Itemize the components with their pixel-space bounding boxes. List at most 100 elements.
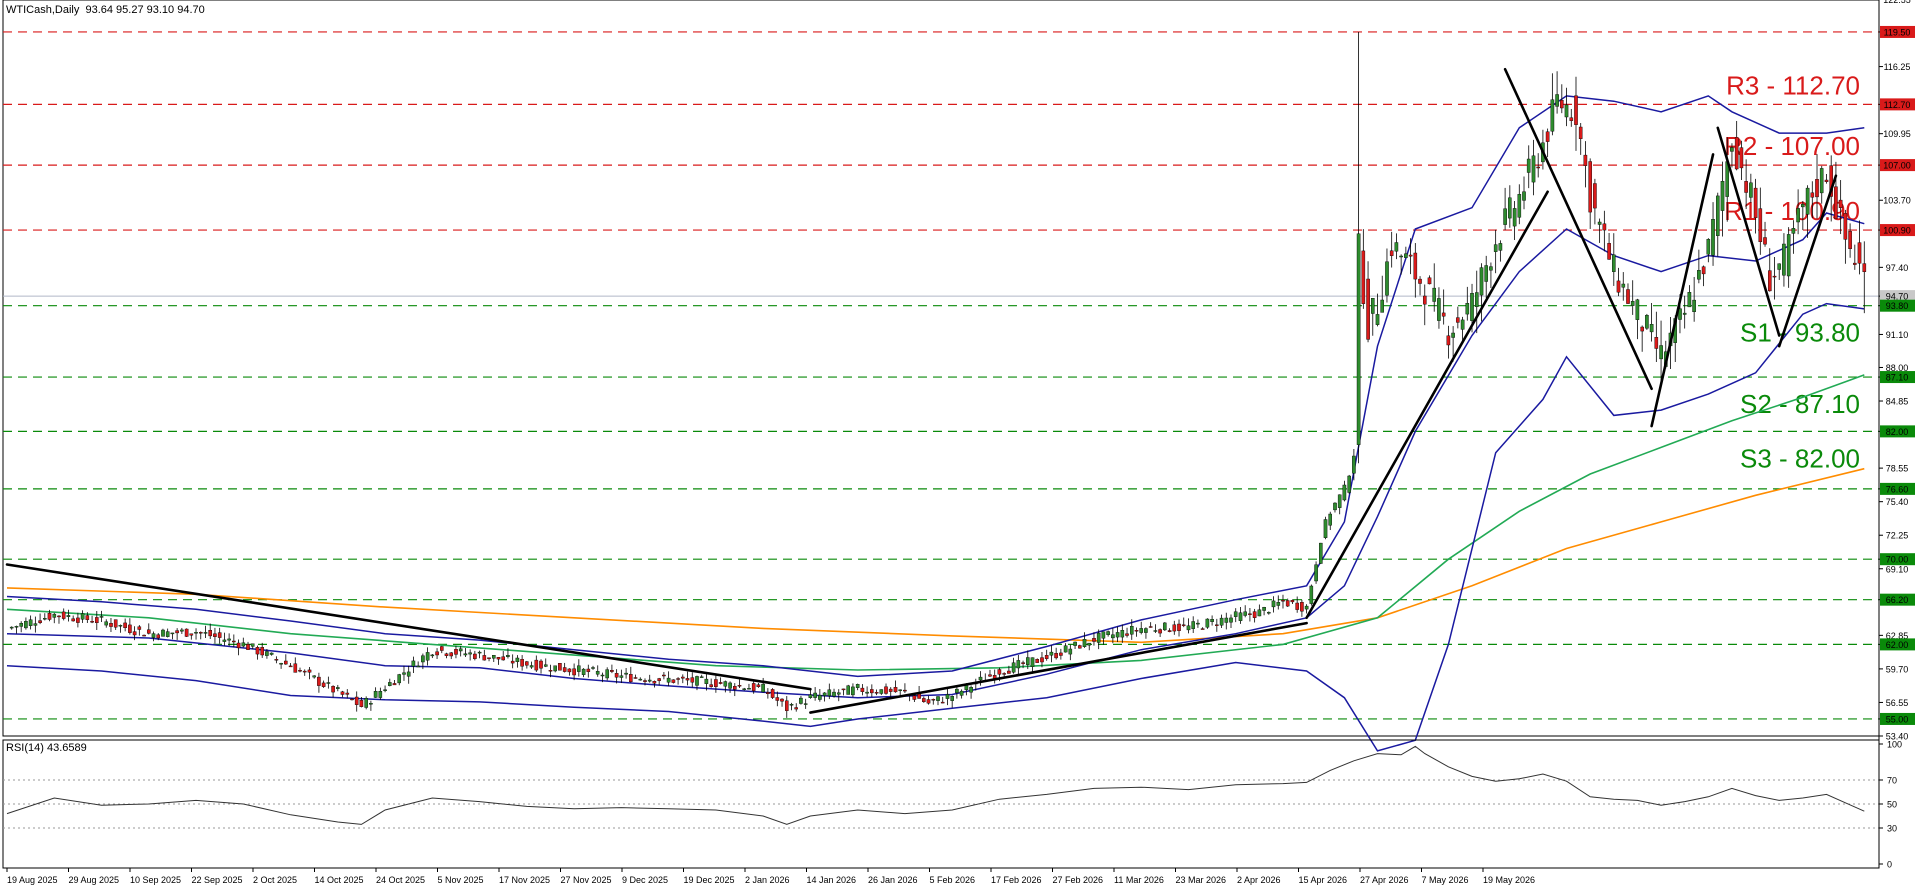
candle [1824,174,1829,184]
candle [80,610,85,623]
candle-body [1711,218,1715,256]
candle-body [638,678,643,681]
candle [567,668,572,676]
time-tick-label: 22 Sep 2025 [192,875,243,885]
candle [189,633,194,640]
candle [652,680,657,688]
candle [1611,233,1616,286]
candle-body [898,689,902,691]
candle [1111,628,1115,644]
candle-body [203,632,208,634]
candle [775,691,780,707]
candle [1772,257,1777,300]
candle [1366,261,1370,343]
candle-body [1465,303,1470,315]
candle [217,627,222,644]
candle-body [647,679,652,682]
candle [350,698,354,701]
candle [544,658,548,668]
candle-body [71,618,75,622]
candle-body [43,618,47,620]
candle-body [1290,600,1295,603]
candle [638,677,643,681]
candle-body [1361,250,1366,304]
candle [1418,276,1422,296]
candle [1248,608,1252,622]
candle-body [676,678,680,680]
candle [1370,298,1375,336]
candle-body [1281,600,1285,602]
candle [52,612,57,624]
candle [893,680,898,693]
candle-body [629,674,633,683]
price-tag-box [1880,159,1915,172]
candle [1777,263,1781,280]
candle [1441,289,1446,325]
candle-body [1285,600,1290,607]
candle-body [1427,277,1432,285]
candle [1446,325,1451,359]
candle [690,672,695,688]
candle-body [392,683,397,686]
candle [364,696,369,710]
candle-body [1073,641,1077,646]
time-tick-label: 27 Feb 2026 [1053,875,1104,885]
candle [142,634,146,637]
candle [846,684,850,695]
candle [444,652,449,659]
candle-body [1706,239,1711,255]
candle-body [463,653,468,656]
price-tick-label: 109.95 [1883,129,1911,139]
candle [340,690,345,698]
candle-body [1555,94,1559,107]
candle [912,694,917,703]
support-level-label: S1 - 93.80 [1740,318,1860,348]
candle-body [1115,632,1120,638]
candle [24,617,28,630]
rsi-tick-label: 100 [1887,740,1902,750]
candle [1021,660,1025,669]
candle-body [477,651,482,654]
candle [1347,474,1351,494]
candle [231,634,236,648]
candle-body [1593,183,1597,209]
candle [1352,448,1356,481]
candle [1257,604,1262,617]
candle-body [1654,337,1659,349]
candle [1271,596,1276,613]
candle [860,684,865,696]
candle [255,645,260,660]
candle [605,667,609,681]
candle [1073,641,1077,650]
candle [808,689,813,699]
candle-body [681,676,685,679]
candle [1517,184,1522,225]
trendline [5,563,812,691]
candle [586,664,591,678]
candle-body [1399,255,1403,258]
candle-body [969,687,973,693]
candle-body [1153,630,1158,632]
price-tag-label: 100.90 [1883,226,1911,236]
candle [506,648,510,659]
candle [38,613,42,625]
candle [175,628,179,640]
candle-body [487,657,491,659]
candle [1068,644,1073,661]
candle-body [402,672,406,675]
candle-body [1106,631,1110,635]
candle-body [146,629,151,634]
price-tag-label: 112.70 [1884,100,1911,110]
candle [1545,128,1550,158]
candle [884,683,888,695]
candle [770,688,775,699]
candle-body [66,615,71,617]
candle-body [326,682,331,684]
candle-body [388,682,392,686]
candle [988,669,992,677]
candle [624,667,628,679]
candle-body [1460,319,1465,330]
candle [336,684,340,692]
candle [761,677,765,693]
